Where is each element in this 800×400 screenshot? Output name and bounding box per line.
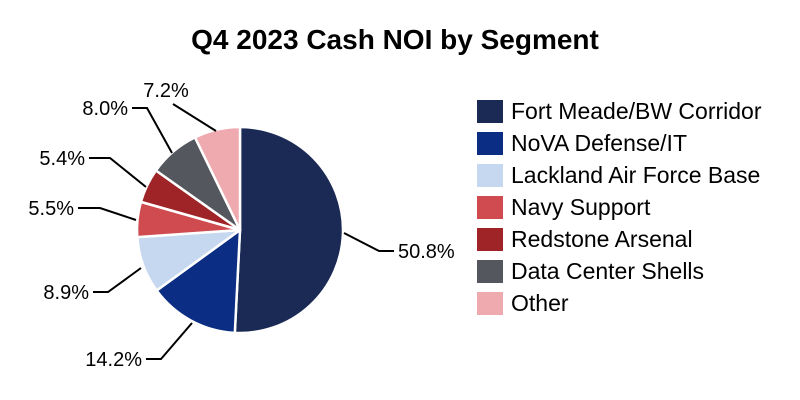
pie-slice-other: [193, 125, 242, 232]
slice-value-label: 8.9%: [43, 282, 89, 304]
legend-label: Navy Support: [511, 193, 651, 220]
slice-value-label: 5.5%: [28, 198, 74, 220]
legend-label: Data Center Shells: [511, 257, 705, 284]
legend-swatch: [477, 195, 503, 219]
legend-item: Fort Meade/BW Corridor: [477, 95, 762, 127]
legend-item: Navy Support: [477, 191, 762, 223]
chart-title: Q4 2023 Cash NOI by Segment: [191, 24, 599, 55]
label-leader-line: [172, 103, 217, 132]
label-leader-line: [78, 207, 137, 221]
legend-item: Redstone Arsenal: [477, 223, 762, 255]
legend-swatch: [477, 131, 503, 155]
label-leader-line: [132, 107, 173, 154]
legend-swatch: [477, 227, 503, 251]
slice-value-label: 8.0%: [82, 98, 128, 120]
legend-swatch: [477, 291, 503, 315]
legend: Fort Meade/BW Corridor NoVA Defense/IT Lac…: [477, 95, 762, 319]
legend-swatch: [477, 259, 503, 283]
slice-value-label: 7.2%: [143, 80, 189, 102]
legend-item: Other: [477, 287, 762, 319]
legend-label: Lackland Air Force Base: [511, 161, 761, 188]
label-leader-line: [89, 157, 147, 188]
legend-item: NoVA Defense/IT: [477, 127, 762, 159]
label-leader-line: [343, 232, 394, 252]
legend-item: Lackland Air Force Base: [477, 159, 762, 191]
legend-swatch: [477, 99, 503, 123]
legend-label: Other: [511, 289, 569, 316]
legend-swatch: [477, 163, 503, 187]
slice-value-label: 5.4%: [39, 148, 85, 170]
pie-slice-fort-meade-bw-corridor: [233, 125, 345, 335]
legend-label: Redstone Arsenal: [511, 225, 693, 252]
slice-value-label: 14.2%: [85, 349, 142, 371]
label-leader-line: [93, 267, 142, 293]
legend-label: Fort Meade/BW Corridor: [511, 97, 762, 124]
label-leader-line: [146, 322, 193, 360]
legend-item: Data Center Shells: [477, 255, 762, 287]
legend-label: NoVA Defense/IT: [511, 129, 687, 156]
pie-slice-nova-defense-it: [155, 228, 242, 335]
slice-value-label: 50.8%: [398, 241, 455, 263]
